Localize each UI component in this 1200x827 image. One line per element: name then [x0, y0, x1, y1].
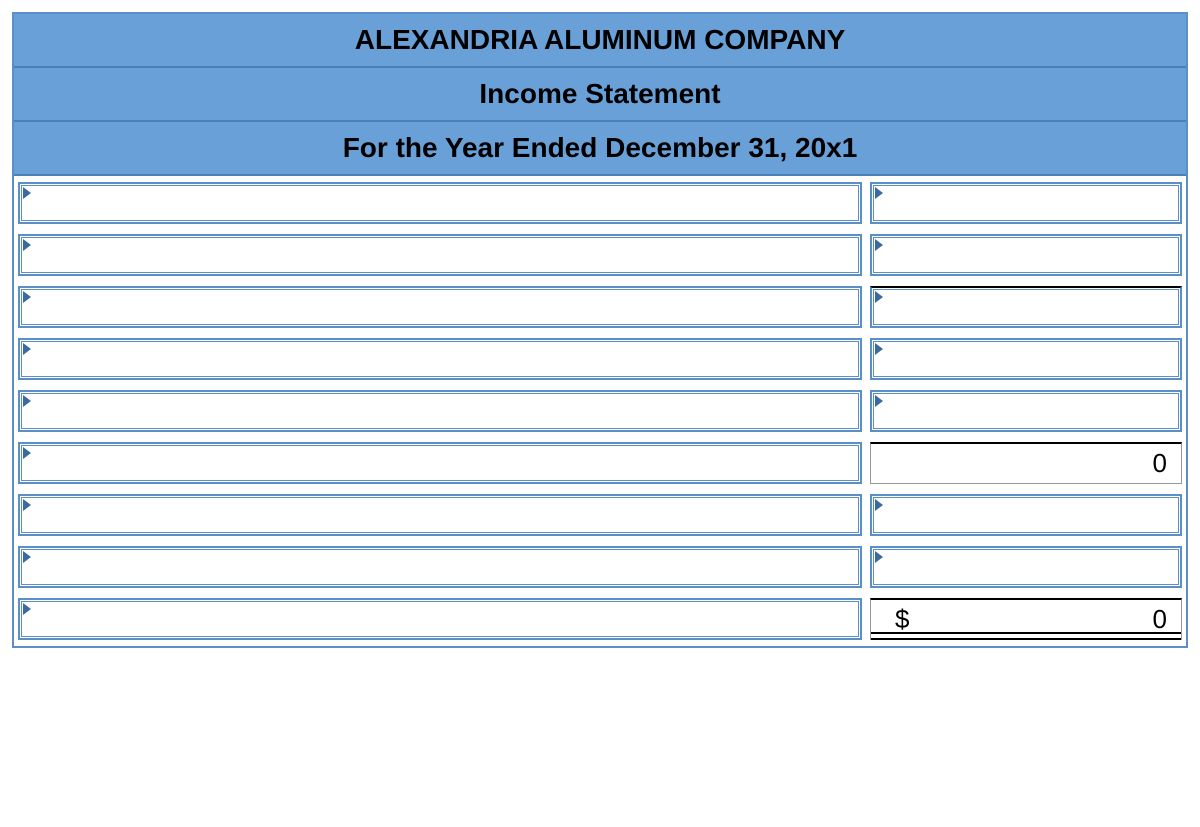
total-value: 0	[1153, 604, 1167, 635]
table-row	[18, 182, 1182, 224]
subtotal-cell: 0	[870, 442, 1182, 484]
table-row	[18, 286, 1182, 328]
dropdown-arrow-icon	[875, 395, 883, 407]
total-cell: $ 0	[870, 598, 1182, 640]
dropdown-arrow-icon	[23, 343, 31, 355]
value-dropdown[interactable]	[870, 494, 1182, 536]
line-item-dropdown[interactable]	[18, 442, 862, 484]
line-item-dropdown[interactable]	[18, 234, 862, 276]
line-item-dropdown[interactable]	[18, 546, 862, 588]
dropdown-arrow-icon	[23, 239, 31, 251]
statement-title: Income Statement	[14, 68, 1186, 122]
table-row	[18, 338, 1182, 380]
dropdown-arrow-icon	[875, 499, 883, 511]
line-item-dropdown[interactable]	[18, 338, 862, 380]
dropdown-arrow-icon	[23, 395, 31, 407]
dropdown-arrow-icon	[23, 291, 31, 303]
table-row: $ 0	[18, 598, 1182, 640]
dropdown-arrow-icon	[23, 499, 31, 511]
value-dropdown[interactable]	[870, 234, 1182, 276]
subtotal-value: 0	[1153, 448, 1167, 479]
dropdown-arrow-icon	[23, 551, 31, 563]
line-item-dropdown[interactable]	[18, 598, 862, 640]
company-name: ALEXANDRIA ALUMINUM COMPANY	[14, 14, 1186, 68]
dropdown-arrow-icon	[875, 187, 883, 199]
dropdown-arrow-icon	[875, 551, 883, 563]
currency-symbol: $	[895, 604, 909, 635]
table-row: 0	[18, 442, 1182, 484]
value-dropdown[interactable]	[870, 390, 1182, 432]
line-item-dropdown[interactable]	[18, 494, 862, 536]
dropdown-arrow-icon	[23, 187, 31, 199]
statement-period: For the Year Ended December 31, 20x1	[14, 122, 1186, 176]
dropdown-arrow-icon	[23, 603, 31, 615]
table-row	[18, 494, 1182, 536]
table-row	[18, 390, 1182, 432]
value-dropdown[interactable]	[870, 286, 1182, 328]
line-item-dropdown[interactable]	[18, 182, 862, 224]
income-statement-sheet: ALEXANDRIA ALUMINUM COMPANY Income State…	[12, 12, 1188, 648]
table-row	[18, 546, 1182, 588]
value-dropdown[interactable]	[870, 338, 1182, 380]
dropdown-arrow-icon	[875, 239, 883, 251]
line-item-dropdown[interactable]	[18, 286, 862, 328]
line-item-dropdown[interactable]	[18, 390, 862, 432]
value-dropdown[interactable]	[870, 182, 1182, 224]
value-dropdown[interactable]	[870, 546, 1182, 588]
dropdown-arrow-icon	[875, 291, 883, 303]
statement-body: 0	[14, 176, 1186, 646]
dropdown-arrow-icon	[23, 447, 31, 459]
table-row	[18, 234, 1182, 276]
dropdown-arrow-icon	[875, 343, 883, 355]
